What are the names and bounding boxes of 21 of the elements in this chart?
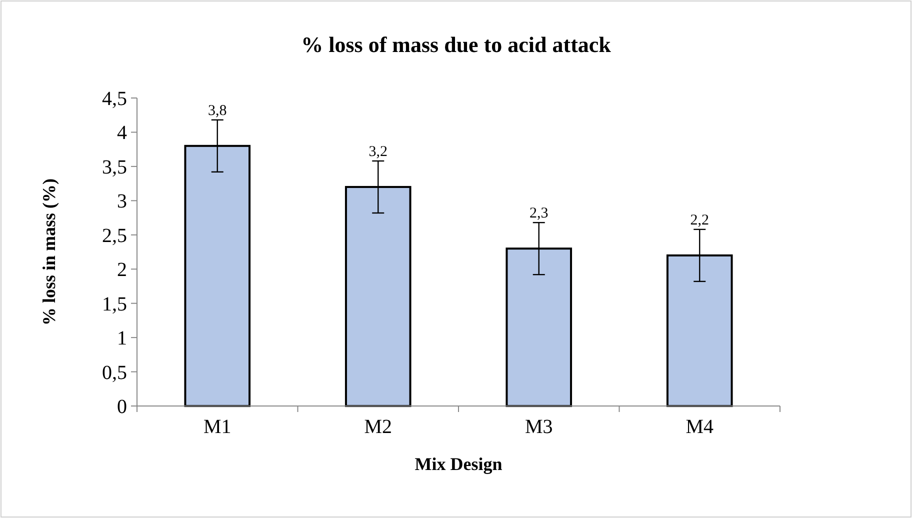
chart-title: % loss of mass due to acid attack xyxy=(301,32,612,57)
y-tick-label: 3,5 xyxy=(102,156,127,178)
y-tick-label: 2,5 xyxy=(102,224,127,247)
x-tick-label: M2 xyxy=(364,416,392,438)
y-tick-label: 2 xyxy=(117,259,127,282)
y-tick-label: 4 xyxy=(117,122,127,144)
y-tick-label: 0,5 xyxy=(102,362,127,384)
data-label: 2,3 xyxy=(530,206,548,222)
x-axis-title: Mix Design xyxy=(414,454,502,474)
data-label: 2,2 xyxy=(690,212,709,228)
y-tick-label: 1,5 xyxy=(102,293,127,316)
x-tick-label: M4 xyxy=(686,416,714,438)
y-axis-title: % loss in mass (%) xyxy=(39,178,59,326)
y-tick-label: 4,5 xyxy=(102,88,127,110)
x-tick-label: M1 xyxy=(203,416,232,438)
y-tick-label: 0 xyxy=(117,396,127,418)
x-tick-label: M3 xyxy=(524,416,553,438)
data-label: 3,2 xyxy=(368,144,388,160)
y-tick-label: 3 xyxy=(117,190,127,213)
y-tick-label: 1 xyxy=(117,328,127,350)
data-label: 3,8 xyxy=(208,102,227,119)
